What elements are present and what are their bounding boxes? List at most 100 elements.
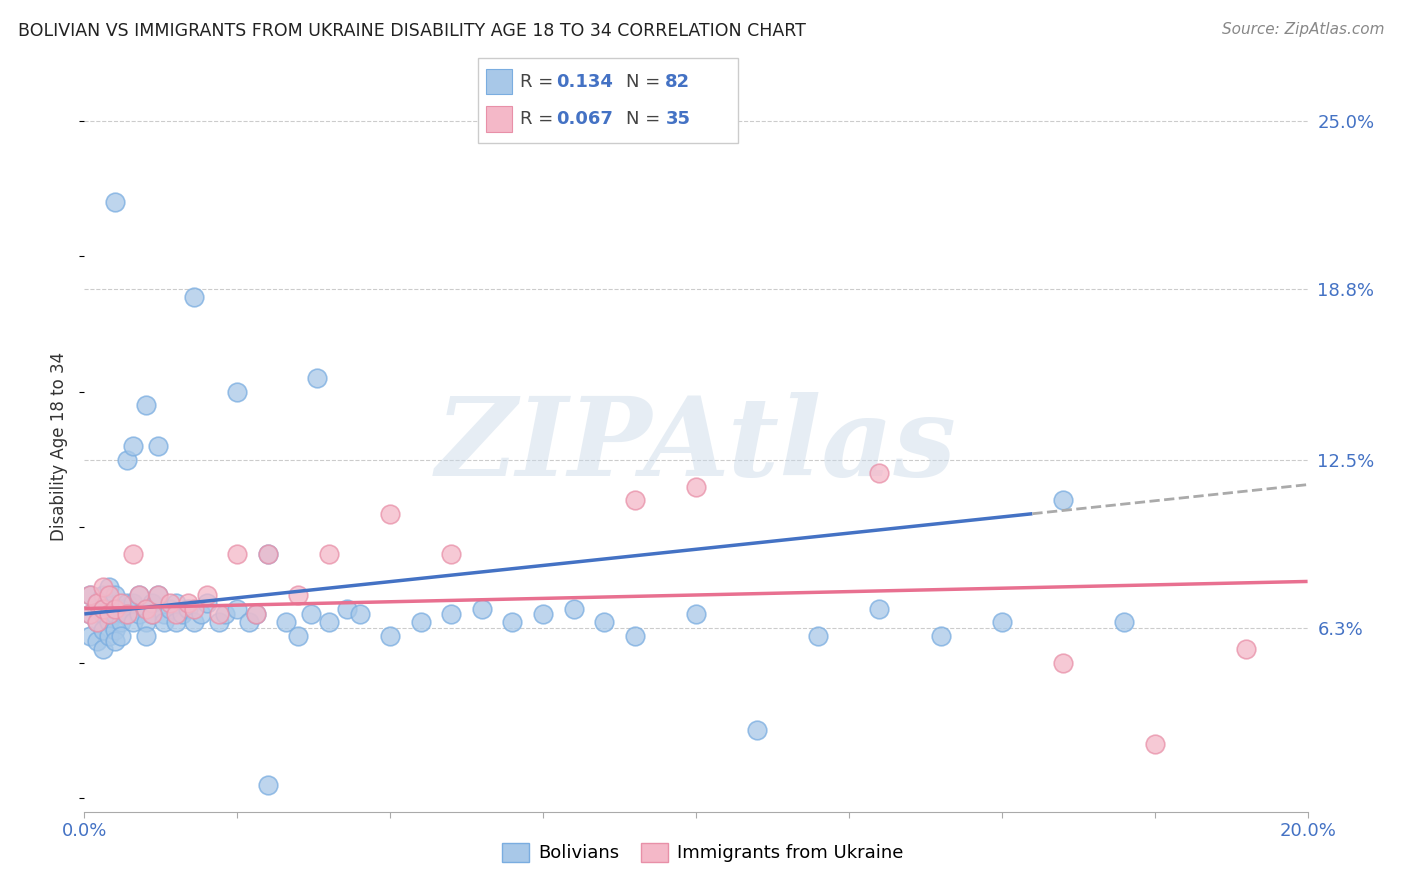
Point (91, 607, 114, 621)
Point (336, 601, 359, 615)
Point (135, 601, 157, 615)
Point (747, 723, 769, 738)
Point (380, 507, 402, 521)
Text: BOLIVIAN VS IMMIGRANTS FROM UKRAINE DISABILITY AGE 18 TO 34 CORRELATION CHART: BOLIVIAN VS IMMIGRANTS FROM UKRAINE DISA… (18, 22, 806, 40)
Point (208, 615, 231, 629)
Point (135, 629, 157, 643)
Point (104, 624, 127, 638)
Point (183, 615, 205, 629)
Point (141, 607, 163, 621)
Point (122, 596, 145, 610)
Text: Source: ZipAtlas.com: Source: ZipAtlas.com (1222, 22, 1385, 37)
Point (146, 439, 169, 453)
Point (91, 601, 114, 615)
Point (502, 615, 524, 629)
Legend: Bolivians, Immigrants from Ukraine: Bolivians, Immigrants from Ukraine (495, 836, 911, 870)
Point (79, 607, 101, 621)
Text: 35: 35 (665, 110, 690, 128)
Point (685, 480, 707, 494)
Point (128, 607, 150, 621)
Point (122, 547, 145, 561)
Text: R =: R = (520, 73, 558, 91)
Point (159, 601, 181, 615)
Point (97, 629, 120, 643)
Point (97, 607, 120, 621)
Point (380, 629, 402, 643)
Point (128, 588, 150, 602)
Point (562, 601, 585, 615)
Point (122, 439, 145, 453)
Point (1052, 656, 1074, 670)
Point (299, 607, 322, 621)
Bar (486, 69, 512, 95)
Point (79, 629, 101, 643)
Point (97, 601, 120, 615)
Point (86, 634, 108, 648)
Point (91, 580, 114, 594)
Point (135, 615, 157, 629)
Point (110, 615, 132, 629)
Point (183, 601, 205, 615)
Point (624, 493, 647, 508)
Point (318, 615, 340, 629)
Text: N =: N = (626, 110, 666, 128)
Point (869, 466, 891, 480)
Point (79, 607, 101, 621)
Point (91, 624, 114, 638)
Point (146, 588, 169, 602)
Point (135, 601, 157, 615)
Point (115, 607, 138, 621)
Text: 82: 82 (665, 73, 690, 91)
Point (146, 588, 169, 602)
Point (79, 588, 101, 602)
Point (122, 615, 145, 629)
Point (115, 607, 138, 621)
Bar (486, 106, 512, 132)
Point (79, 588, 101, 602)
Point (86, 615, 108, 629)
Point (97, 580, 120, 594)
Point (165, 596, 187, 610)
Text: ZIPAtlas: ZIPAtlas (436, 392, 956, 500)
Point (195, 588, 218, 602)
Point (165, 615, 187, 629)
Point (110, 629, 132, 643)
Point (153, 615, 176, 629)
Point (128, 588, 150, 602)
Point (226, 547, 249, 561)
Point (305, 371, 328, 385)
Point (257, 547, 280, 561)
Point (110, 596, 132, 610)
Point (86, 615, 108, 629)
Point (349, 607, 371, 621)
Point (869, 601, 891, 615)
FancyBboxPatch shape (478, 58, 738, 143)
Point (208, 607, 231, 621)
Point (190, 607, 212, 621)
Text: 0.067: 0.067 (557, 110, 613, 128)
Point (159, 596, 181, 610)
Point (257, 547, 280, 561)
Point (226, 601, 249, 615)
Text: N =: N = (626, 73, 666, 91)
Point (1143, 737, 1166, 751)
Point (135, 398, 157, 412)
Point (104, 588, 127, 602)
Point (97, 615, 120, 629)
Point (276, 615, 298, 629)
Point (287, 588, 309, 602)
Point (214, 607, 236, 621)
Point (1114, 615, 1136, 629)
Text: 0.134: 0.134 (557, 73, 613, 91)
Point (257, 778, 280, 792)
Point (238, 615, 260, 629)
Point (104, 607, 127, 621)
Point (115, 596, 138, 610)
Point (110, 601, 132, 615)
Point (807, 629, 830, 643)
Point (245, 607, 267, 621)
Point (104, 634, 127, 648)
Point (471, 601, 494, 615)
Point (685, 607, 707, 621)
Text: R =: R = (520, 110, 558, 128)
